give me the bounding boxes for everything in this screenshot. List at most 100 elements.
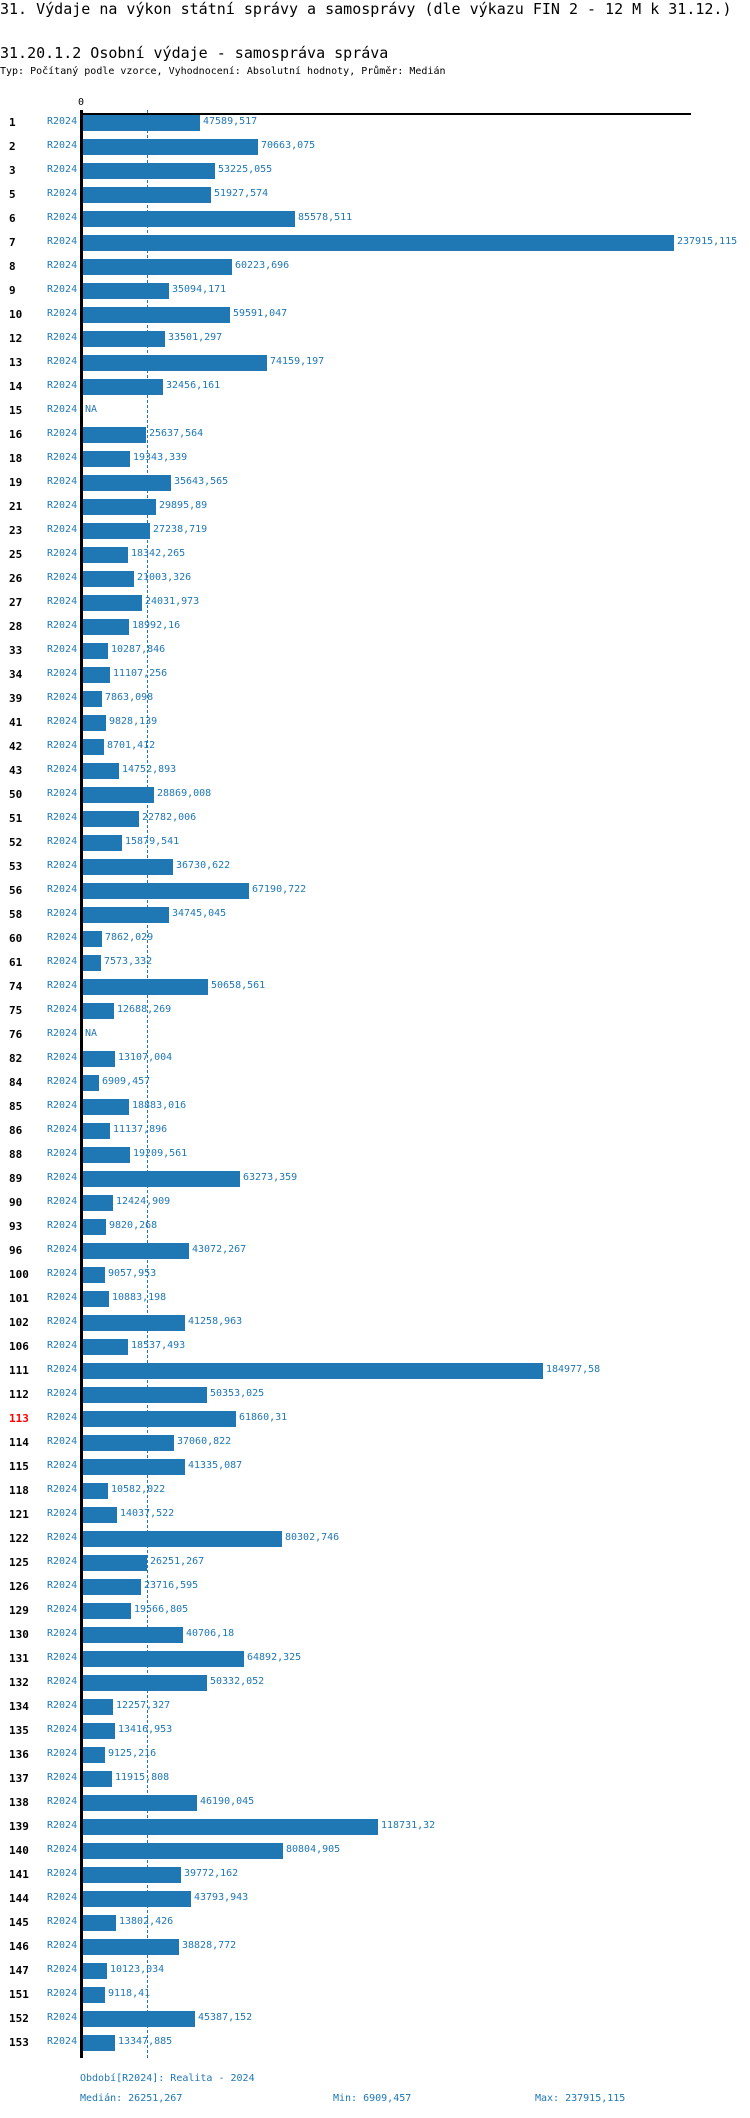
bar	[82, 1723, 115, 1739]
row-period: R2024	[47, 836, 78, 847]
value-label: 10287,846	[111, 644, 166, 655]
row-period: R2024	[47, 2012, 78, 2023]
row-period: R2024	[47, 1700, 78, 1711]
row-period: R2024	[47, 1748, 78, 1759]
bar	[82, 283, 169, 299]
value-label: 18883,016	[132, 1100, 187, 1111]
row-period: R2024	[47, 1340, 78, 1351]
bar	[82, 643, 108, 659]
row-period: R2024	[47, 1148, 78, 1159]
bar	[82, 1507, 117, 1523]
value-label: 237915,115	[677, 236, 738, 247]
bar	[82, 1579, 141, 1595]
row-label: 61	[9, 956, 23, 969]
value-label: 22782,006	[142, 812, 197, 823]
bar	[82, 787, 154, 803]
bar	[82, 259, 232, 275]
row-label: 23	[9, 524, 23, 537]
value-label: 9118,41	[108, 1988, 151, 1999]
value-label: 12424,909	[116, 1196, 171, 1207]
row-period: R2024	[47, 1196, 78, 1207]
row-label: 136	[9, 1748, 29, 1761]
row-period: R2024	[47, 1844, 78, 1855]
row-label: 151	[9, 1988, 29, 2001]
row-label: 126	[9, 1580, 29, 1593]
bar	[82, 139, 258, 155]
bar	[82, 931, 102, 947]
row-label: 2	[9, 140, 16, 153]
bar	[82, 691, 102, 707]
row-period: R2024	[47, 236, 78, 247]
row-label: 140	[9, 1844, 29, 1857]
row-label: 26	[9, 572, 23, 585]
row-period: R2024	[47, 1628, 78, 1639]
value-label: 24031,973	[145, 596, 200, 607]
value-label: 26251,267	[150, 1556, 205, 1567]
row-label: 51	[9, 812, 23, 825]
value-label: 27238,719	[153, 524, 208, 535]
bar	[82, 1819, 378, 1835]
row-label: 147	[9, 1964, 29, 1977]
row-period: R2024	[47, 1052, 78, 1063]
bar	[82, 571, 134, 587]
row-label: 141	[9, 1868, 29, 1881]
row-period: R2024	[47, 1484, 78, 1495]
row-period: R2024	[47, 788, 78, 799]
value-label: 11137,896	[113, 1124, 168, 1135]
row-label: 153	[9, 2036, 29, 2049]
value-label: 14037,522	[120, 1508, 175, 1519]
row-period: R2024	[47, 1508, 78, 1519]
value-label: 41258,963	[188, 1316, 243, 1327]
row-label: 132	[9, 1676, 29, 1689]
bar	[82, 379, 163, 395]
bar	[82, 715, 106, 731]
row-period: R2024	[47, 1076, 78, 1087]
bar	[82, 739, 104, 755]
row-period: R2024	[47, 164, 78, 175]
value-label: 35094,171	[172, 284, 227, 295]
bar	[82, 1555, 147, 1571]
value-label: NA	[85, 1028, 98, 1039]
bar	[82, 1411, 236, 1427]
value-label: 85578,511	[298, 212, 353, 223]
row-period: R2024	[47, 1028, 78, 1039]
value-label: 33501,297	[168, 332, 223, 343]
row-label: 53	[9, 860, 23, 873]
value-label: 10123,034	[110, 1964, 165, 1975]
bar	[82, 307, 230, 323]
value-label: 50353,025	[210, 1388, 265, 1399]
bar	[82, 1123, 110, 1139]
row-label: 86	[9, 1124, 23, 1137]
value-label: 19343,339	[133, 452, 188, 463]
bar	[82, 1075, 99, 1091]
bar	[82, 355, 267, 371]
row-label: 42	[9, 740, 23, 753]
value-label: NA	[85, 404, 98, 415]
bar	[82, 979, 208, 995]
value-label: 9820,268	[109, 1220, 158, 1231]
row-period: R2024	[47, 1436, 78, 1447]
bar	[82, 907, 169, 923]
row-period: R2024	[47, 1916, 78, 1927]
bar	[82, 1291, 109, 1307]
row-label: 15	[9, 404, 23, 417]
value-label: 70663,075	[261, 140, 316, 151]
bar	[82, 835, 122, 851]
value-label: 37060,822	[177, 1436, 232, 1447]
bar	[82, 1051, 115, 1067]
value-label: 6909,457	[102, 1076, 151, 1087]
row-period: R2024	[47, 260, 78, 271]
row-label: 113	[9, 1412, 29, 1425]
value-label: 40706,18	[186, 1628, 235, 1639]
row-period: R2024	[47, 500, 78, 511]
row-label: 9	[9, 284, 16, 297]
row-period: R2024	[47, 644, 78, 655]
row-label: 75	[9, 1004, 23, 1017]
bar	[82, 883, 249, 899]
bar	[82, 115, 200, 131]
bar	[82, 1099, 129, 1115]
row-label: 102	[9, 1316, 29, 1329]
bar	[82, 1651, 244, 1667]
row-period: R2024	[47, 212, 78, 223]
bar	[82, 427, 146, 443]
